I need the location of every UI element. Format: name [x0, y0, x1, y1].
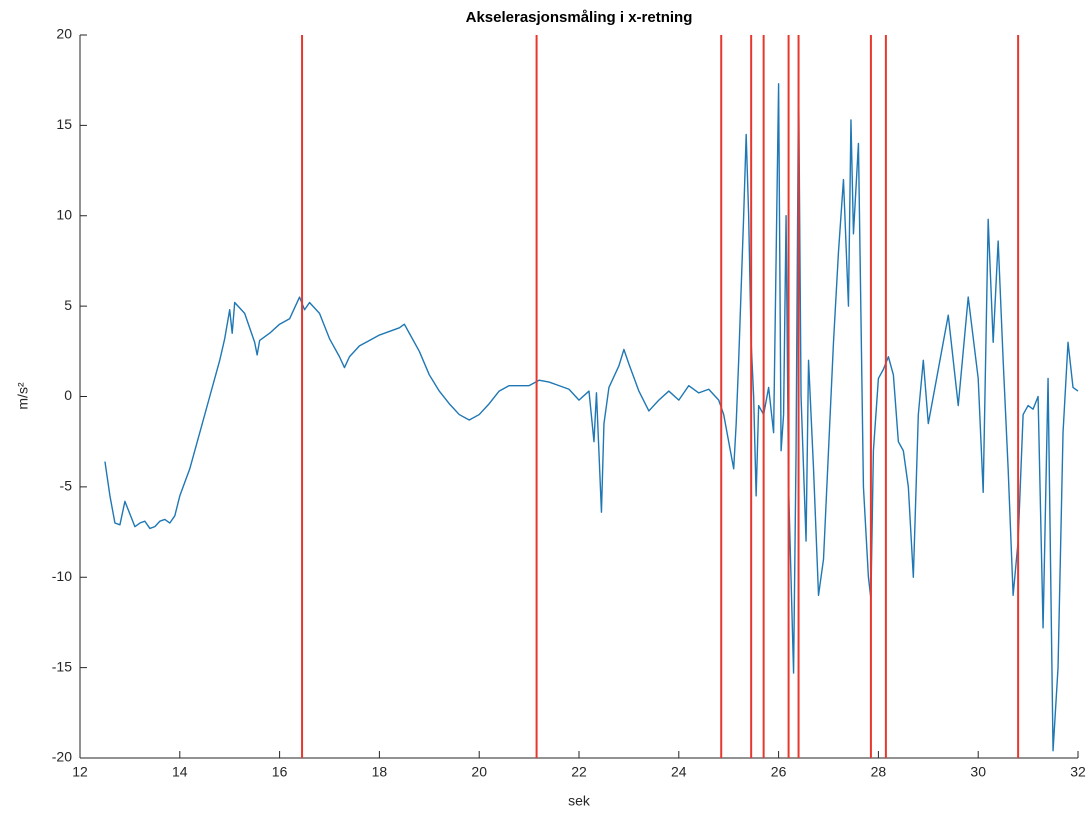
y-tick-label: 5 [64, 297, 72, 313]
x-tick-label: 24 [671, 764, 687, 780]
y-tick-label: 10 [56, 206, 72, 222]
y-tick-label: 20 [56, 26, 72, 42]
y-axis-label: m/s² [15, 382, 31, 410]
x-tick-label: 12 [72, 764, 88, 780]
y-tick-label: -10 [52, 568, 72, 584]
y-tick-label: 15 [56, 116, 72, 132]
chart-title: Akselerasjonsmåling i x-retning [466, 9, 693, 26]
x-tick-label: 20 [471, 764, 487, 780]
x-tick-label: 32 [1070, 764, 1086, 780]
x-tick-label: 30 [970, 764, 986, 780]
y-tick-label: 0 [64, 387, 72, 403]
x-tick-label: 22 [571, 764, 587, 780]
x-axis-label: sek [568, 793, 591, 809]
x-tick-label: 26 [771, 764, 787, 780]
x-tick-label: 14 [172, 764, 188, 780]
x-tick-label: 18 [372, 764, 388, 780]
y-tick-label: -5 [60, 478, 73, 494]
y-tick-label: -15 [52, 658, 72, 674]
data-line [104, 75, 1079, 752]
x-tick-label: 16 [272, 764, 288, 780]
x-tick-label: 28 [871, 764, 887, 780]
y-tick-label: -20 [52, 749, 72, 765]
